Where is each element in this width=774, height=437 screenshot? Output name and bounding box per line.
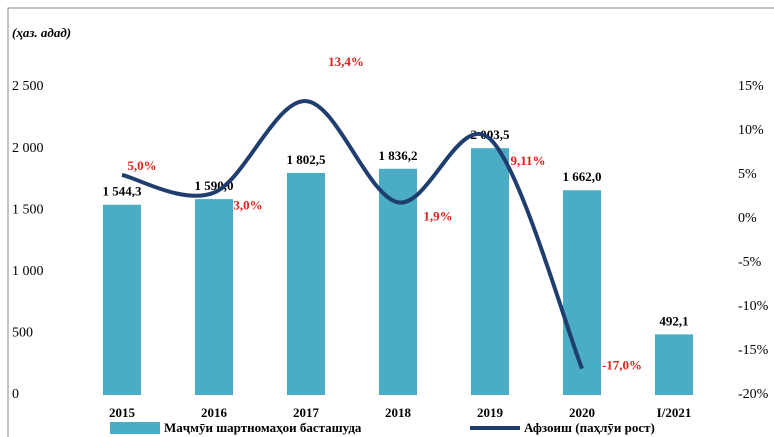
x-tick-label: 2019 xyxy=(477,405,504,420)
y-tick-label: 0 xyxy=(12,387,19,402)
legend-label: Афзоиш (паҳлӯи рост) xyxy=(524,420,655,435)
bar xyxy=(195,199,233,395)
line-value-label: -17,0% xyxy=(602,358,642,373)
legend-label: Маҷмӯи шартномаҳои басташуда xyxy=(164,420,362,435)
bar xyxy=(287,172,325,395)
x-tick-label: 2015 xyxy=(109,405,136,420)
line-value-label: 5,0% xyxy=(127,158,156,173)
y2-tick-label: -15% xyxy=(738,343,769,358)
y2-tick-label: -10% xyxy=(738,299,769,314)
bar xyxy=(655,334,693,395)
bar xyxy=(103,204,141,395)
chart-frame xyxy=(7,7,774,437)
y-tick-label: 500 xyxy=(12,326,33,341)
y2-tick-label: -5% xyxy=(738,255,762,270)
x-tick-label: 2016 xyxy=(201,405,228,420)
bar xyxy=(379,168,417,395)
y2-tick-label: -20% xyxy=(738,387,769,402)
line xyxy=(121,99,584,370)
line-value-label: 13,4% xyxy=(328,54,364,69)
y2-tick-label: 10% xyxy=(738,123,764,138)
line-value-label: 1,9% xyxy=(423,208,452,223)
chart-subtitle: (ҳаз. адад) xyxy=(12,25,71,40)
line-value-label: 9,11% xyxy=(510,153,545,168)
bar xyxy=(563,190,601,395)
bar-value-label: 2 003,5 xyxy=(471,127,511,142)
y2-tick-label: 15% xyxy=(738,79,764,94)
y-tick-label: 2 500 xyxy=(12,79,44,94)
bar-value-label: 1 544,3 xyxy=(103,184,143,199)
bar-value-label: 492,1 xyxy=(659,313,688,328)
y-tick-label: 1 000 xyxy=(12,264,44,279)
x-tick-label: 2018 xyxy=(385,405,412,420)
bar-value-label: 1 836,2 xyxy=(379,148,418,163)
bar-value-label: 1 802,5 xyxy=(287,152,327,167)
x-tick-label: 2017 xyxy=(293,405,320,420)
bar-value-label: 1 662,0 xyxy=(563,169,602,184)
y-tick-label: 1 500 xyxy=(12,202,44,217)
y2-tick-label: 0% xyxy=(738,211,757,226)
y2-tick-label: 5% xyxy=(738,167,757,182)
legend-swatch xyxy=(110,422,160,434)
x-tick-label: 2020 xyxy=(569,405,595,420)
y-tick-label: 2 000 xyxy=(12,141,44,156)
line-value-label: 3,0% xyxy=(233,198,262,213)
bar-value-label: 1 590,0 xyxy=(195,178,234,193)
bar xyxy=(471,148,509,395)
x-tick-label: I/2021 xyxy=(657,405,692,420)
